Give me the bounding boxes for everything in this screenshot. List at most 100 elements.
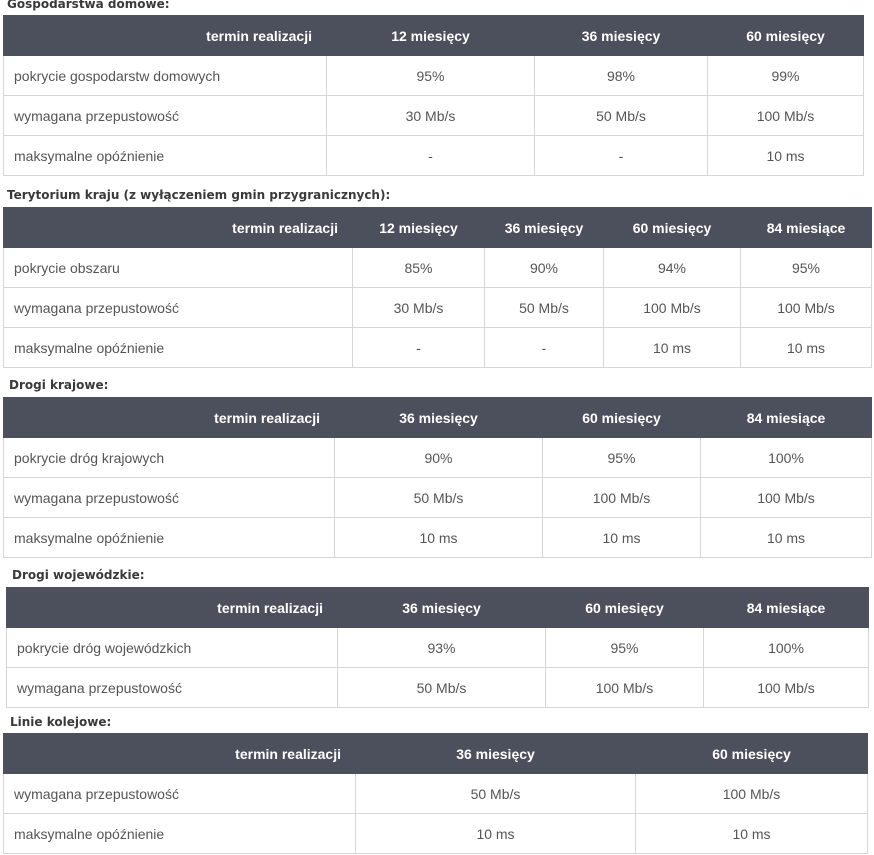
row-label: wymagana przepustowość [3, 477, 335, 518]
header-cell: 36 miesięcy [334, 397, 543, 438]
header-cell-term: termin realizacji [3, 207, 353, 248]
table-row: wymagana przepustowość 30 Mb/s 50 Mb/s 1… [3, 287, 872, 328]
table-cell: 10 ms [740, 327, 872, 368]
table-row: wymagana przepustowość 50 Mb/s 100 Mb/s … [3, 477, 872, 518]
table-cell: 99% [707, 55, 864, 96]
row-label: pokrycie gospodarstw domowych [3, 55, 327, 96]
table-row: pokrycie dróg wojewódzkich 93% 95% 100% [6, 627, 869, 668]
table-cell: - [484, 327, 604, 368]
row-label: pokrycie dróg wojewódzkich [6, 627, 338, 668]
table-cell: 10 ms [700, 517, 872, 558]
table-cell: 50 Mb/s [484, 287, 604, 328]
table-cell: - [534, 135, 708, 176]
table-cell: 90% [334, 437, 543, 478]
table-cell: 100 Mb/s [703, 667, 869, 708]
table-cell: 100 Mb/s [635, 773, 868, 814]
table-railways: termin realizacji 36 miesięcy 60 miesięc… [3, 733, 868, 854]
header-cell-term: termin realizacji [3, 733, 356, 774]
table-cell: 10 ms [707, 135, 864, 176]
table-row: maksymalne opóźnienie - - 10 ms [3, 135, 864, 176]
table-cell: 95% [740, 247, 872, 288]
table-row: pokrycie obszaru 85% 90% 94% 95% [3, 247, 872, 288]
section-title-railways: Linie kolejowe: [10, 715, 112, 729]
table-cell: 85% [352, 247, 485, 288]
header-cell-term: termin realizacji [3, 397, 335, 438]
table-cell: 30 Mb/s [352, 287, 485, 328]
header-cell: 36 miesięcy [337, 587, 546, 628]
header-cell-term: termin realizacji [6, 587, 338, 628]
row-label: pokrycie dróg krajowych [3, 437, 335, 478]
table-cell: 10 ms [355, 813, 636, 854]
header-cell: 60 miesięcy [635, 733, 868, 774]
table-cell: 30 Mb/s [326, 95, 535, 136]
header-cell: 60 miesięcy [545, 587, 704, 628]
table-row: maksymalne opóźnienie - - 10 ms 10 ms [3, 327, 872, 368]
table-cell: 100 Mb/s [542, 477, 701, 518]
table-header-row: termin realizacji 12 miesięcy 36 miesięc… [3, 207, 872, 248]
table-cell: 95% [326, 55, 535, 96]
table-header-row: termin realizacji 36 miesięcy 60 miesięc… [3, 397, 872, 438]
header-cell: 84 miesiące [700, 397, 872, 438]
table-cell: 100 Mb/s [603, 287, 741, 328]
header-cell: 84 miesiące [740, 207, 872, 248]
table-cell: 50 Mb/s [334, 477, 543, 518]
header-cell: 60 miesięcy [707, 15, 864, 56]
table-cell: 100% [703, 627, 869, 668]
table-row: maksymalne opóźnienie 10 ms 10 ms [3, 813, 868, 854]
table-cell: 10 ms [635, 813, 868, 854]
table-header-row: termin realizacji 36 miesięcy 60 miesięc… [3, 733, 868, 774]
table-row: wymagana przepustowość 50 Mb/s 100 Mb/s … [6, 667, 869, 708]
header-cell: 12 miesięcy [326, 15, 535, 56]
header-cell: 60 miesięcy [542, 397, 701, 438]
table-cell: 10 ms [334, 517, 543, 558]
table-header-row: termin realizacji 36 miesięcy 60 miesięc… [6, 587, 869, 628]
table-row: wymagana przepustowość 30 Mb/s 50 Mb/s 1… [3, 95, 864, 136]
table-row: pokrycie gospodarstw domowych 95% 98% 99… [3, 55, 864, 96]
header-cell: 60 miesięcy [603, 207, 741, 248]
table-households: termin realizacji 12 miesięcy 36 miesięc… [3, 15, 864, 176]
header-cell: 84 miesiące [703, 587, 869, 628]
table-header-row: termin realizacji 12 miesięcy 36 miesięc… [3, 15, 864, 56]
row-label: wymagana przepustowość [3, 287, 353, 328]
table-cell: - [352, 327, 485, 368]
table-cell: 94% [603, 247, 741, 288]
table-cell: 50 Mb/s [534, 95, 708, 136]
header-cell: 12 miesięcy [352, 207, 485, 248]
header-cell: 36 miesięcy [484, 207, 604, 248]
table-cell: 100% [700, 437, 872, 478]
header-cell: 36 miesięcy [534, 15, 708, 56]
table-cell: 93% [337, 627, 546, 668]
table-cell: - [326, 135, 535, 176]
table-cell: 95% [542, 437, 701, 478]
header-cell-term: termin realizacji [3, 15, 327, 56]
table-cell: 10 ms [542, 517, 701, 558]
row-label: pokrycie obszaru [3, 247, 353, 288]
section-title-territory: Terytorium kraju (z wyłączeniem gmin prz… [7, 188, 391, 202]
row-label: wymagana przepustowość [6, 667, 338, 708]
row-label: maksymalne opóźnienie [3, 327, 353, 368]
row-label: wymagana przepustowość [3, 95, 327, 136]
row-label: maksymalne opóźnienie [3, 135, 327, 176]
table-cell: 100 Mb/s [545, 667, 704, 708]
table-cell: 98% [534, 55, 708, 96]
row-label: maksymalne opóźnienie [3, 813, 356, 854]
section-title-voivodeship-roads: Drogi wojewódzkie: [12, 568, 145, 582]
table-cell: 95% [545, 627, 704, 668]
table-cell: 100 Mb/s [707, 95, 864, 136]
table-cell: 100 Mb/s [740, 287, 872, 328]
table-row: maksymalne opóźnienie 10 ms 10 ms 10 ms [3, 517, 872, 558]
table-cell: 10 ms [603, 327, 741, 368]
table-row: wymagana przepustowość 50 Mb/s 100 Mb/s [3, 773, 868, 814]
table-cell: 100 Mb/s [700, 477, 872, 518]
section-title-national-roads: Drogi krajowe: [9, 378, 109, 392]
section-title-households: Gospodarstwa domowe: [7, 0, 170, 11]
table-territory: termin realizacji 12 miesięcy 36 miesięc… [3, 207, 872, 368]
table-cell: 90% [484, 247, 604, 288]
table-cell: 50 Mb/s [355, 773, 636, 814]
table-cell: 50 Mb/s [337, 667, 546, 708]
table-national-roads: termin realizacji 36 miesięcy 60 miesięc… [3, 397, 872, 558]
table-row: pokrycie dróg krajowych 90% 95% 100% [3, 437, 872, 478]
header-cell: 36 miesięcy [355, 733, 636, 774]
row-label: maksymalne opóźnienie [3, 517, 335, 558]
table-voivodeship-roads: termin realizacji 36 miesięcy 60 miesięc… [6, 587, 869, 708]
